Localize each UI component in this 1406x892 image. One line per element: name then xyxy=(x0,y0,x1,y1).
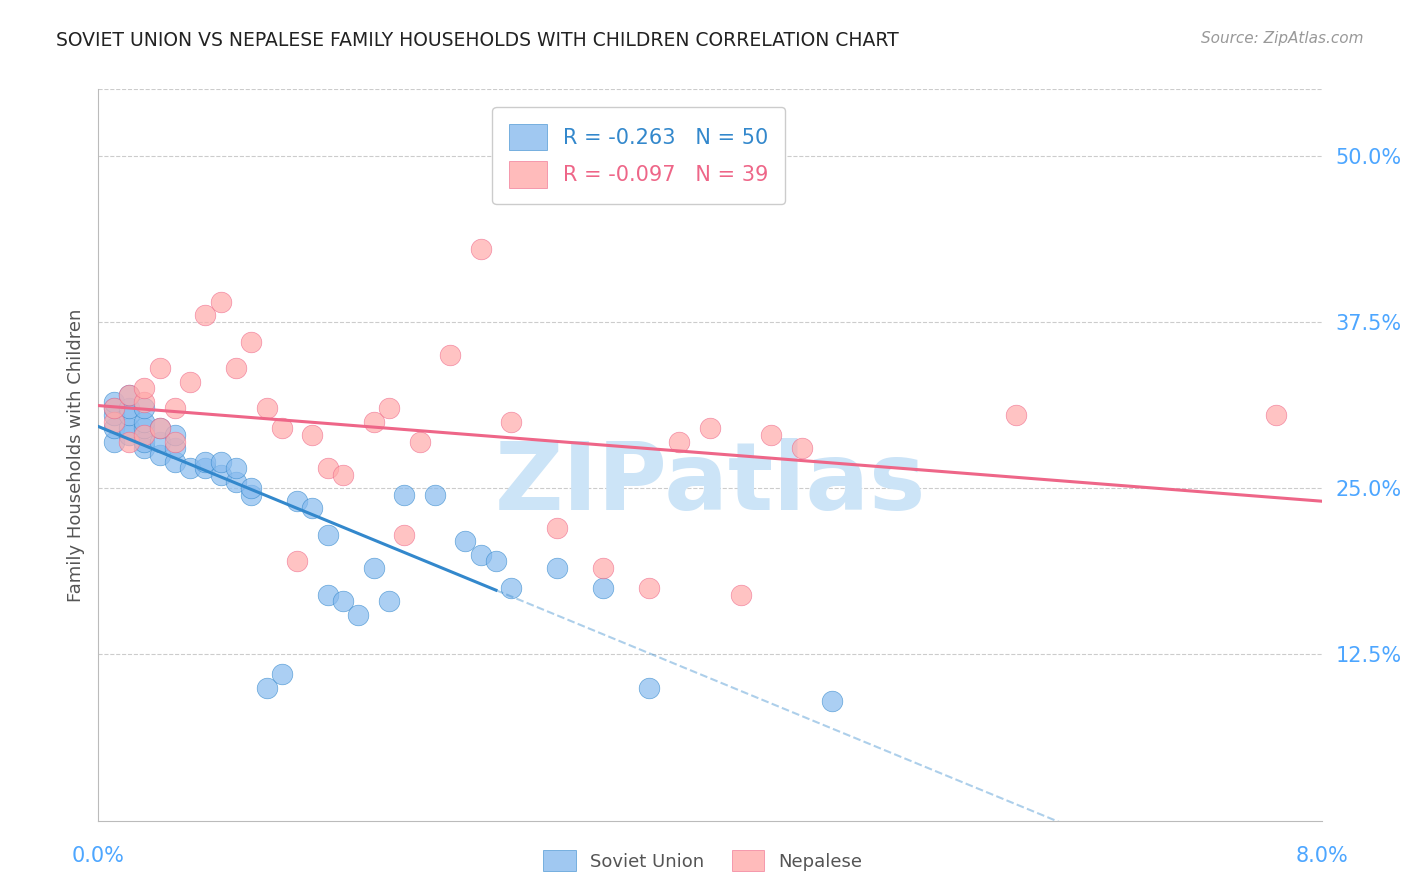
Point xyxy=(149,361,172,376)
Legend: Soviet Union, Nepalese: Soviet Union, Nepalese xyxy=(536,843,870,879)
Text: Source: ZipAtlas.com: Source: ZipAtlas.com xyxy=(1201,31,1364,46)
Point xyxy=(285,554,308,568)
Point xyxy=(256,401,278,416)
Point xyxy=(103,401,125,416)
Point xyxy=(103,434,125,449)
Point xyxy=(118,408,141,422)
Point xyxy=(637,581,661,595)
Point xyxy=(118,388,141,402)
Y-axis label: Family Households with Children: Family Households with Children xyxy=(66,309,84,601)
Point xyxy=(163,454,186,468)
Point xyxy=(270,667,294,681)
Point xyxy=(592,561,614,575)
Point xyxy=(194,308,217,322)
Point xyxy=(439,348,461,362)
Point xyxy=(240,488,263,502)
Point xyxy=(408,434,430,449)
Point xyxy=(392,488,416,502)
Point xyxy=(316,527,339,541)
Point xyxy=(363,415,385,429)
Point xyxy=(332,594,354,608)
Point xyxy=(194,454,217,468)
Point xyxy=(179,375,201,389)
Point xyxy=(103,394,125,409)
Point xyxy=(501,415,523,429)
Point xyxy=(134,394,156,409)
Point xyxy=(592,581,614,595)
Point xyxy=(134,442,156,456)
Point xyxy=(1264,408,1286,422)
Point xyxy=(225,361,247,376)
Text: 0.0%: 0.0% xyxy=(72,847,125,866)
Point xyxy=(118,434,141,449)
Point xyxy=(225,475,247,489)
Point xyxy=(316,588,339,602)
Point xyxy=(134,428,156,442)
Point xyxy=(103,408,125,422)
Point xyxy=(118,388,141,402)
Point xyxy=(347,607,370,622)
Point xyxy=(423,488,446,502)
Point xyxy=(194,461,217,475)
Point xyxy=(134,434,156,449)
Point xyxy=(134,381,156,395)
Point xyxy=(209,454,232,468)
Point xyxy=(470,548,492,562)
Point xyxy=(163,434,186,449)
Point xyxy=(209,295,232,310)
Point xyxy=(485,554,508,568)
Point xyxy=(332,467,354,482)
Point xyxy=(118,421,141,435)
Point xyxy=(470,242,492,256)
Point xyxy=(134,401,156,416)
Point xyxy=(209,467,232,482)
Point xyxy=(301,428,323,442)
Point xyxy=(163,401,186,416)
Point xyxy=(256,681,278,695)
Point xyxy=(103,421,125,435)
Point xyxy=(301,501,323,516)
Point xyxy=(668,434,690,449)
Point xyxy=(1004,408,1026,422)
Text: ZIPatlas: ZIPatlas xyxy=(495,438,925,530)
Point xyxy=(759,428,782,442)
Point xyxy=(179,461,201,475)
Point xyxy=(163,428,186,442)
Point xyxy=(225,461,247,475)
Point xyxy=(149,434,172,449)
Point xyxy=(103,415,125,429)
Point xyxy=(501,581,523,595)
Point xyxy=(637,681,661,695)
Point xyxy=(363,561,385,575)
Point xyxy=(392,527,416,541)
Text: 8.0%: 8.0% xyxy=(1295,847,1348,866)
Text: SOVIET UNION VS NEPALESE FAMILY HOUSEHOLDS WITH CHILDREN CORRELATION CHART: SOVIET UNION VS NEPALESE FAMILY HOUSEHOL… xyxy=(56,31,898,50)
Point xyxy=(134,421,156,435)
Point xyxy=(316,461,339,475)
Point xyxy=(163,442,186,456)
Point xyxy=(149,421,172,435)
Legend: R = -0.263   N = 50, R = -0.097   N = 39: R = -0.263 N = 50, R = -0.097 N = 39 xyxy=(492,107,785,204)
Point xyxy=(546,561,568,575)
Point xyxy=(134,415,156,429)
Point xyxy=(821,694,844,708)
Point xyxy=(118,401,141,416)
Point xyxy=(454,534,477,549)
Point xyxy=(378,594,401,608)
Point xyxy=(546,521,568,535)
Point xyxy=(730,588,752,602)
Point xyxy=(240,481,263,495)
Point xyxy=(103,401,125,416)
Point xyxy=(118,428,141,442)
Point xyxy=(378,401,401,416)
Point xyxy=(240,334,263,349)
Point xyxy=(149,421,172,435)
Point xyxy=(790,442,813,456)
Point xyxy=(285,494,308,508)
Point xyxy=(149,448,172,462)
Point xyxy=(270,421,294,435)
Point xyxy=(699,421,721,435)
